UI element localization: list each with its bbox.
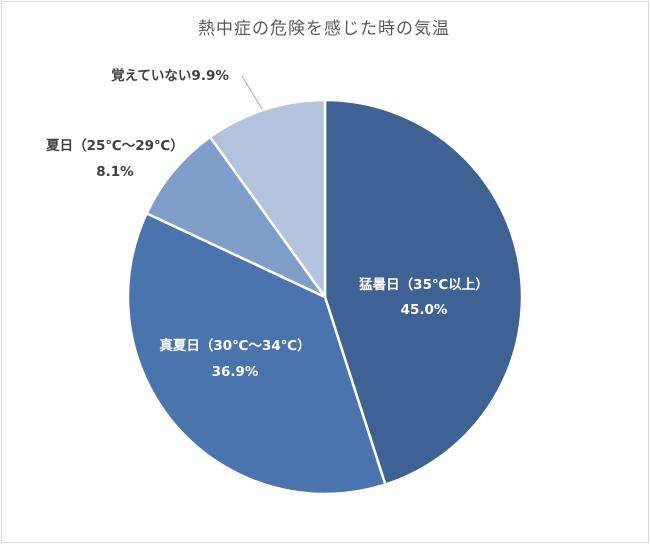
slice-natsubi	[145, 135, 327, 299]
leader-line	[241, 75, 263, 110]
slice-manatsu	[126, 212, 387, 496]
slice-value-natsubi: 8.1%	[96, 164, 134, 180]
slice-label-oboeteinai: 覚えていない9.9%	[111, 67, 229, 84]
slice-label-natsubi: 夏日（25℃～29℃）	[45, 138, 184, 154]
slice-mosho	[323, 98, 524, 486]
slice-label-manatsu: 真夏日（30℃～34℃）	[159, 337, 310, 354]
slice-value-mosho: 45.0%	[401, 302, 448, 318]
chart-title: 熱中症の危険を感じた時の気温	[198, 19, 450, 39]
slice-label-mosho: 猛暑日（35℃以上）	[358, 276, 489, 293]
slice-value-manatsu: 36.9%	[212, 364, 259, 380]
slice-oboeteinai	[208, 98, 327, 299]
